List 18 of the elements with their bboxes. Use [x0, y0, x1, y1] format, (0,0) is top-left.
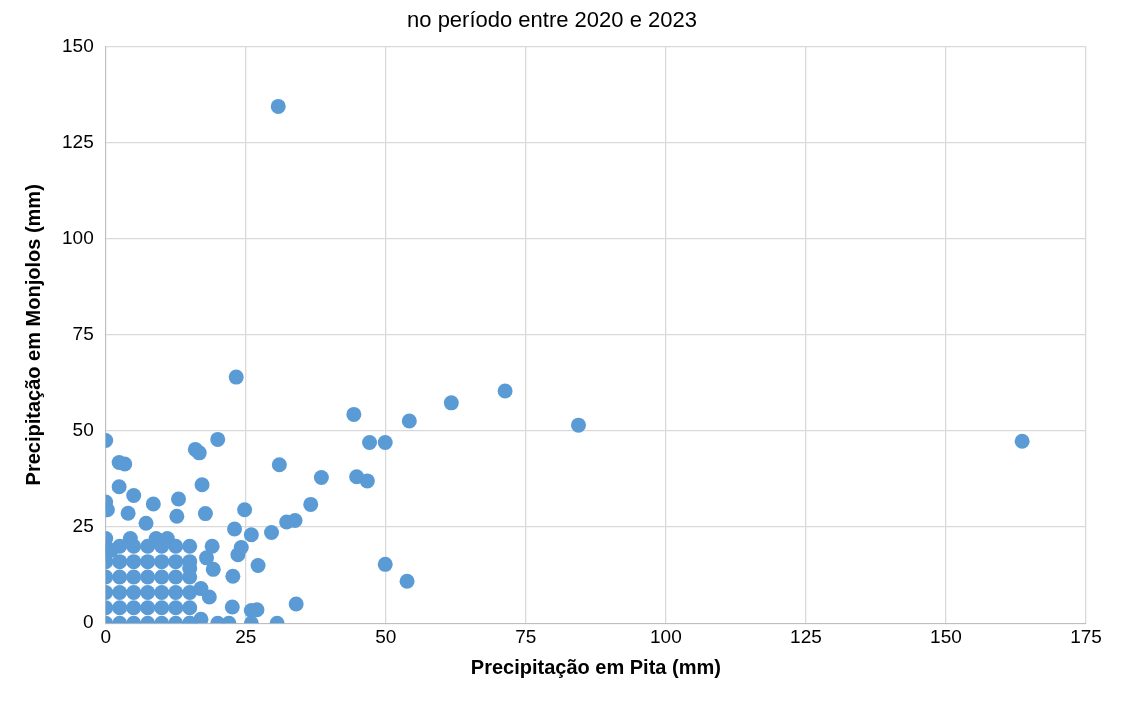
- chart-title: no período entre 2020 e 2023: [407, 7, 697, 33]
- y-axis-title: Precipitação em Monjolos (mm): [21, 184, 44, 486]
- x-tick-label: 175: [1070, 625, 1102, 647]
- x-tick-label: 100: [650, 625, 682, 647]
- y-tick-label: 125: [62, 130, 94, 152]
- y-tick-label: 100: [62, 226, 94, 248]
- y-tick-label: 25: [72, 515, 94, 537]
- x-tick-label: 0: [100, 625, 111, 647]
- x-tick-label: 150: [930, 625, 962, 647]
- y-tick-label: 150: [62, 34, 94, 56]
- x-tick-label: 75: [515, 625, 537, 647]
- x-axis-title: Precipitação em Pita (mm): [470, 655, 721, 678]
- x-tick-label: 25: [235, 625, 257, 647]
- y-tick-label: 75: [72, 323, 94, 345]
- x-tick-label: 50: [375, 625, 397, 647]
- y-tick-label: 0: [83, 611, 94, 633]
- x-tick-label: 125: [790, 625, 822, 647]
- y-tick-label: 50: [72, 419, 94, 441]
